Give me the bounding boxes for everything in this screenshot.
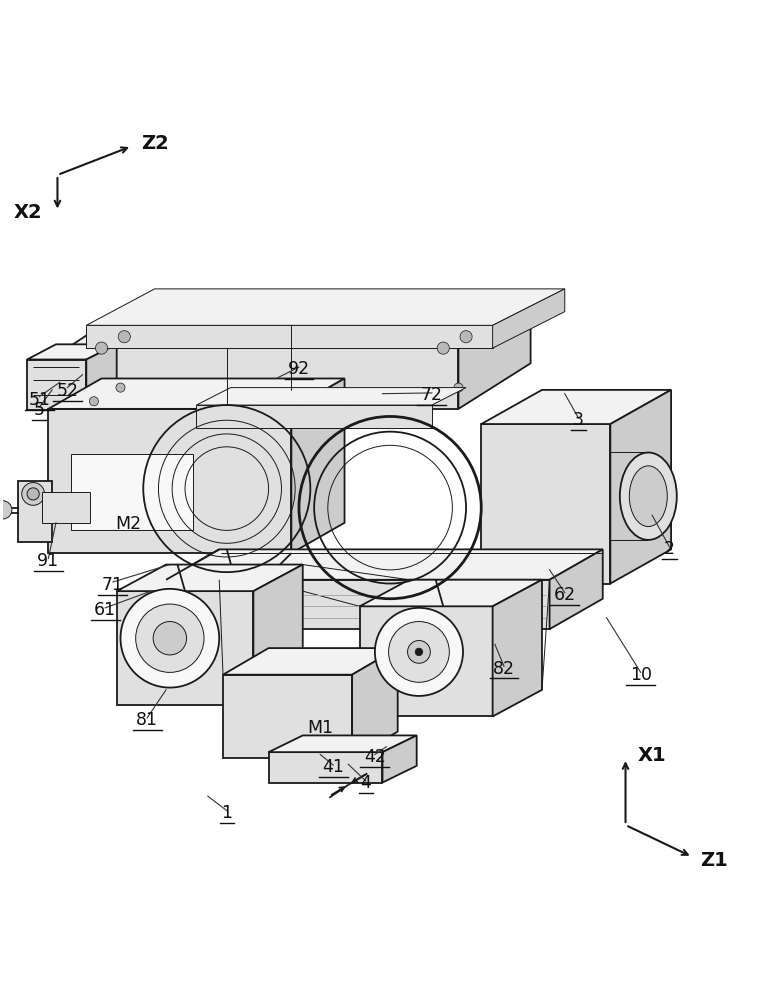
Text: 1: 1 <box>221 804 233 822</box>
Circle shape <box>119 331 130 343</box>
Text: 92: 92 <box>288 360 310 378</box>
Text: 51: 51 <box>28 391 50 409</box>
Polygon shape <box>197 405 432 428</box>
Polygon shape <box>291 378 344 553</box>
Text: 82: 82 <box>493 660 515 678</box>
Polygon shape <box>117 591 253 705</box>
Text: 41: 41 <box>322 758 344 776</box>
Polygon shape <box>493 580 542 716</box>
Circle shape <box>135 604 204 672</box>
Polygon shape <box>48 409 291 553</box>
Text: 52: 52 <box>57 382 78 400</box>
Ellipse shape <box>620 453 677 540</box>
Text: X1: X1 <box>638 746 666 765</box>
Polygon shape <box>18 481 52 542</box>
Text: 62: 62 <box>554 586 576 604</box>
Polygon shape <box>481 424 610 584</box>
Polygon shape <box>610 390 671 584</box>
Circle shape <box>153 622 187 655</box>
Polygon shape <box>223 675 352 758</box>
Polygon shape <box>166 549 603 580</box>
Text: 2: 2 <box>664 540 675 558</box>
Polygon shape <box>481 390 671 424</box>
Polygon shape <box>382 735 417 783</box>
Text: 5: 5 <box>34 401 44 419</box>
Text: 3: 3 <box>573 411 584 429</box>
Circle shape <box>21 483 44 505</box>
Ellipse shape <box>630 466 667 527</box>
Circle shape <box>0 501 12 519</box>
Circle shape <box>27 488 39 500</box>
Circle shape <box>460 331 472 343</box>
Text: 71: 71 <box>102 576 124 594</box>
Polygon shape <box>27 344 117 360</box>
Circle shape <box>424 397 433 406</box>
Circle shape <box>389 622 449 682</box>
Polygon shape <box>48 378 344 409</box>
Circle shape <box>408 640 431 663</box>
Polygon shape <box>67 348 458 409</box>
Polygon shape <box>166 580 549 629</box>
Polygon shape <box>71 454 193 530</box>
Polygon shape <box>269 752 382 783</box>
Text: 81: 81 <box>136 711 158 729</box>
Text: 10: 10 <box>630 666 652 684</box>
Text: M2: M2 <box>115 515 142 533</box>
Circle shape <box>90 397 99 406</box>
Text: M1: M1 <box>308 719 334 737</box>
Polygon shape <box>223 648 398 675</box>
Polygon shape <box>86 344 117 410</box>
Circle shape <box>96 342 108 354</box>
Polygon shape <box>27 360 86 410</box>
Circle shape <box>437 342 449 354</box>
Polygon shape <box>360 580 542 606</box>
Polygon shape <box>117 565 303 591</box>
Text: Z2: Z2 <box>141 134 169 153</box>
Text: 4: 4 <box>360 774 371 792</box>
Text: 72: 72 <box>421 386 443 404</box>
Polygon shape <box>42 492 90 523</box>
Circle shape <box>375 608 463 696</box>
Polygon shape <box>67 303 531 348</box>
Polygon shape <box>549 549 603 629</box>
Circle shape <box>454 383 463 392</box>
Text: X2: X2 <box>14 203 42 222</box>
Polygon shape <box>269 735 417 752</box>
Circle shape <box>415 648 423 656</box>
Text: Z1: Z1 <box>700 851 728 870</box>
Polygon shape <box>253 565 303 705</box>
Polygon shape <box>352 648 398 758</box>
Polygon shape <box>197 388 466 405</box>
Polygon shape <box>458 303 531 409</box>
Polygon shape <box>493 289 565 348</box>
Circle shape <box>121 589 220 688</box>
Polygon shape <box>360 606 493 716</box>
Text: 91: 91 <box>37 552 60 570</box>
Polygon shape <box>86 325 493 348</box>
Text: 42: 42 <box>364 748 386 766</box>
Polygon shape <box>86 289 565 325</box>
Circle shape <box>116 383 125 392</box>
Text: 61: 61 <box>94 601 116 619</box>
